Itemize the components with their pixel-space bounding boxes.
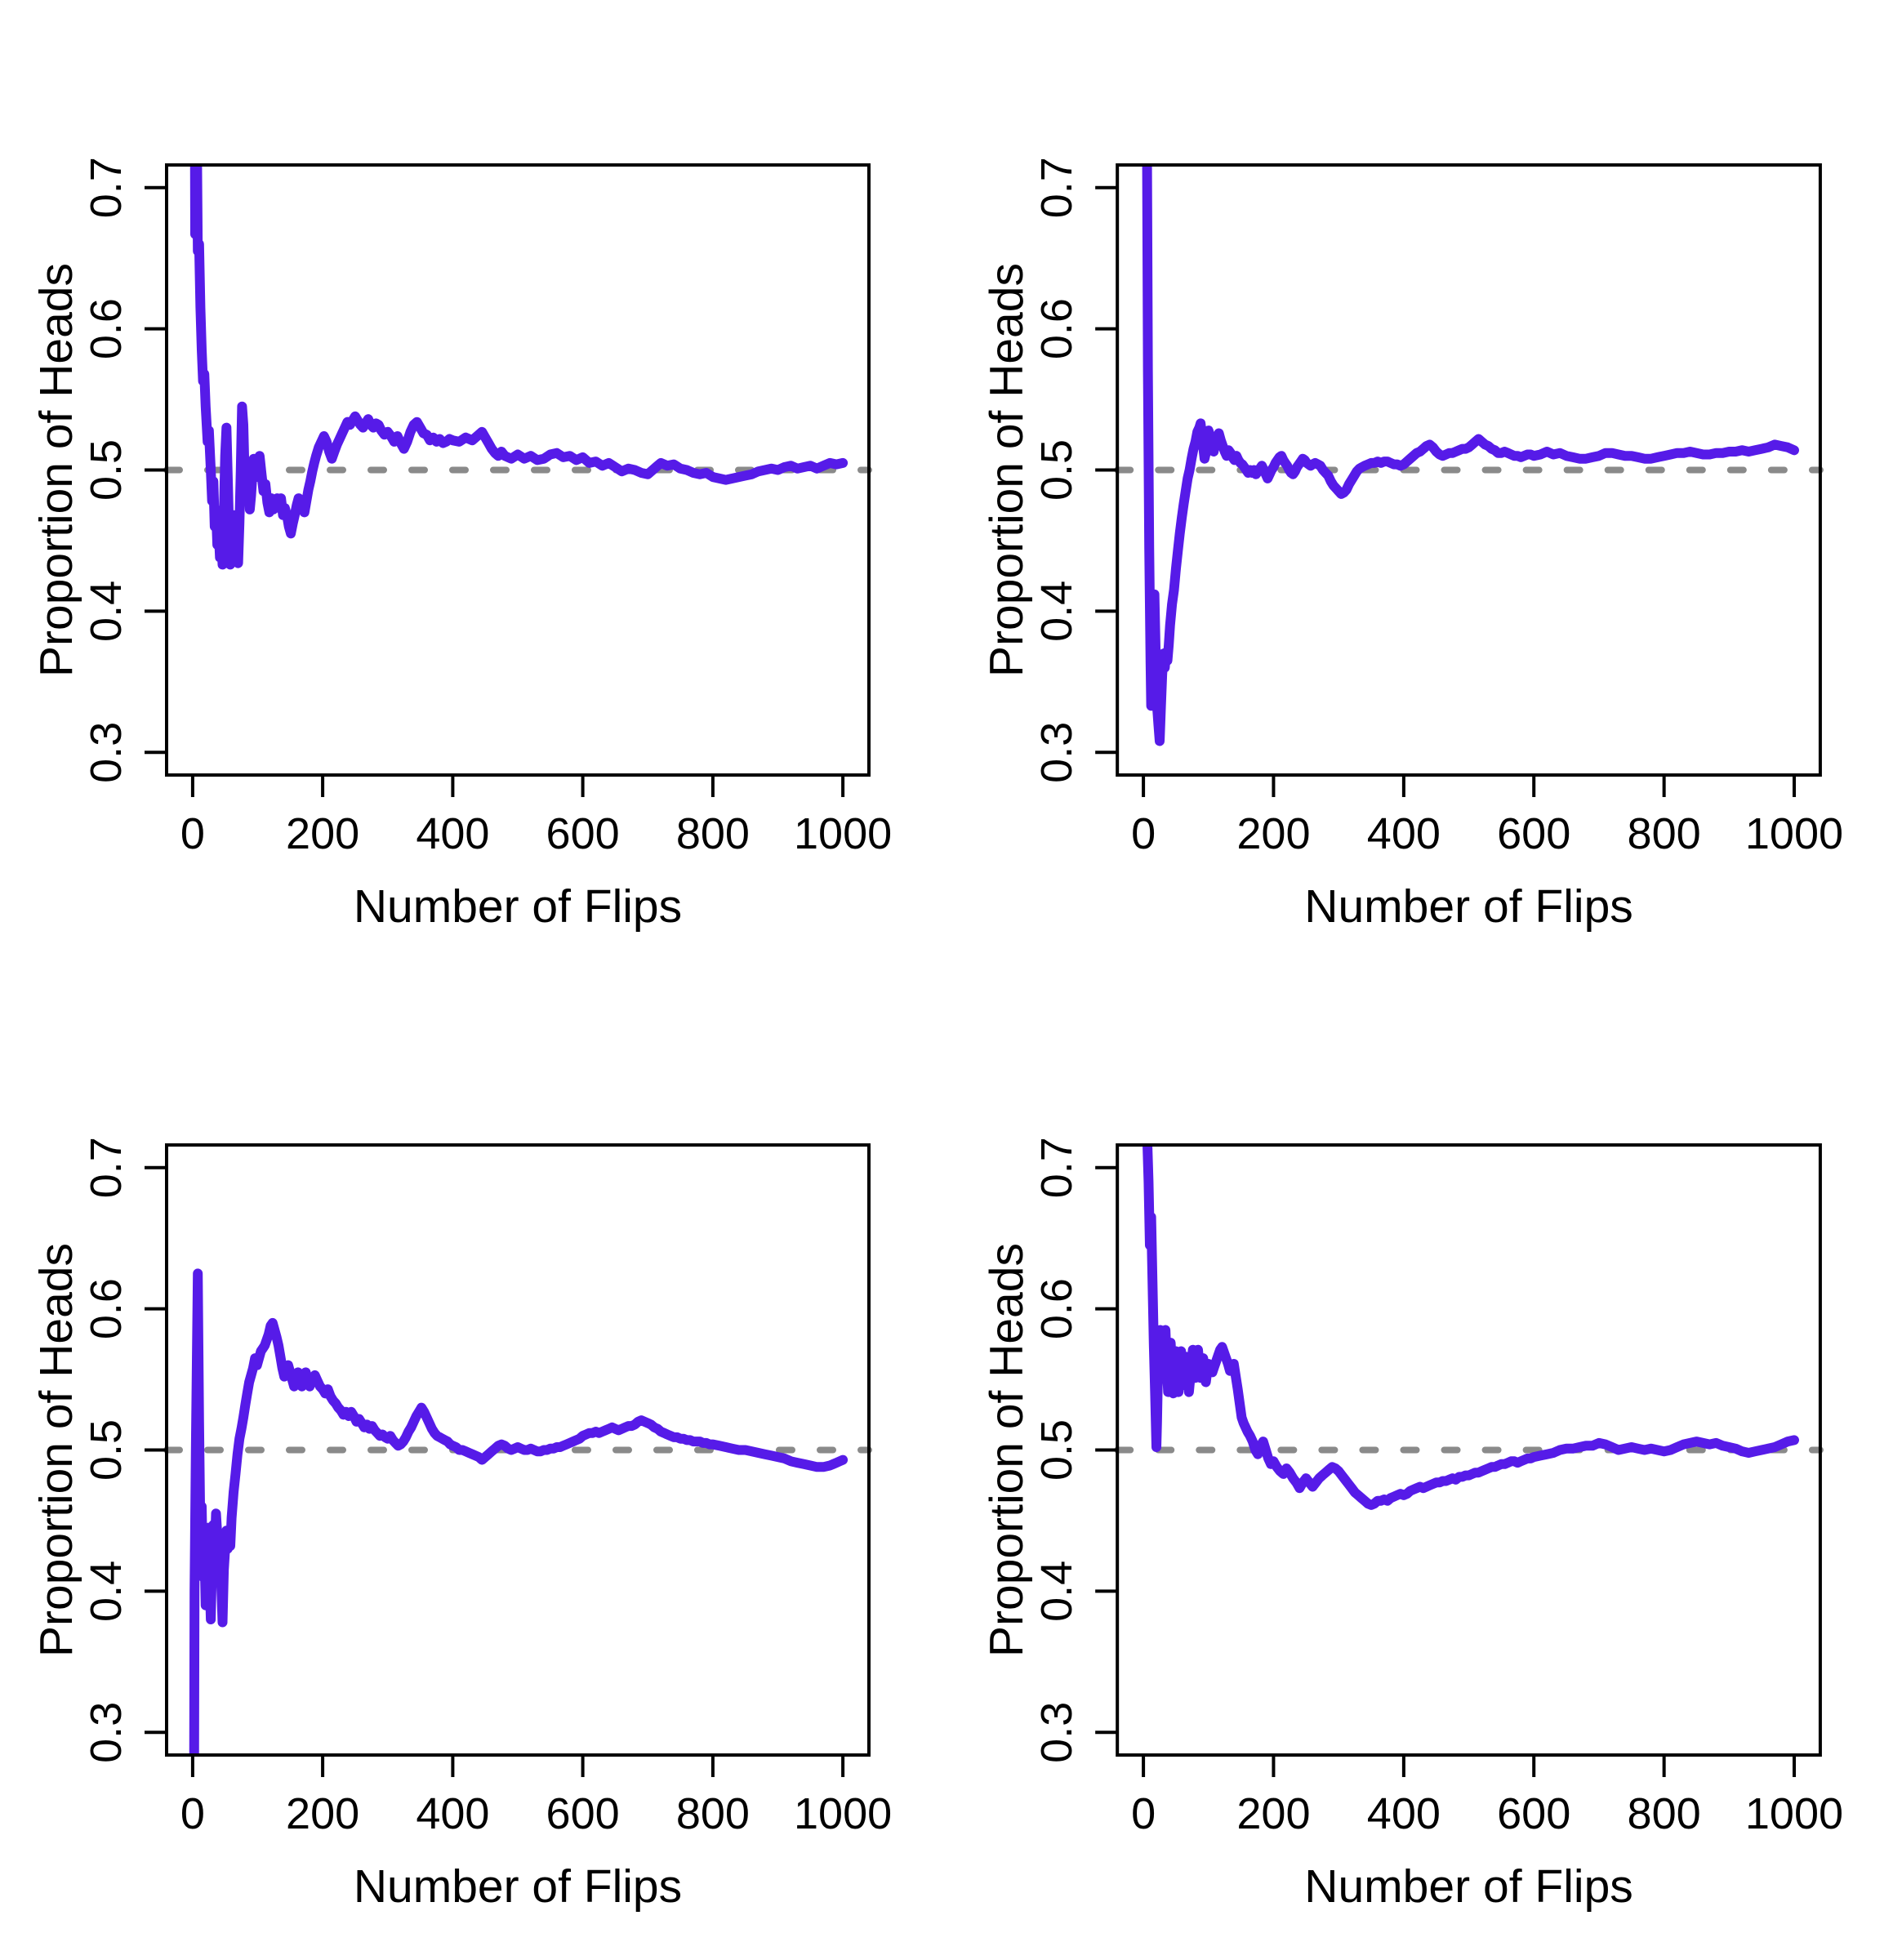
panel-bottom-right: 0 200 400 600 800 1000 0.3 0.4 0.5 0.6 0.7 Number o… <box>951 980 1902 1960</box>
y-tick-label: 0.5 <box>1032 1419 1081 1481</box>
proportion-of-heads-line <box>1142 165 1799 746</box>
chart-top-left: 0 200 400 600 800 1000 0.3 0.4 0.5 0.6 0.7 Number o… <box>30 157 892 933</box>
x-tick-label: 800 <box>676 1789 750 1838</box>
panel-top-left: 0 200 400 600 800 1000 0.3 0.4 0.5 0.6 0.7 Number o… <box>0 0 951 980</box>
x-tick-label: 800 <box>676 809 750 858</box>
y-tick-label: 0.3 <box>82 1702 131 1763</box>
y-tick-label: 0.3 <box>1032 722 1081 783</box>
plot-box <box>1116 1143 1822 1757</box>
x-tick-label: 600 <box>546 1789 620 1838</box>
x-tick-label: 0 <box>1131 1789 1156 1838</box>
y-tick-label: 0.5 <box>82 439 131 501</box>
chart-bottom-right: 0 200 400 600 800 1000 0.3 0.4 0.5 0.6 0.7 Number o… <box>981 1137 1843 1913</box>
x-tick-label: 600 <box>1497 1789 1570 1838</box>
x-axis-title: Number of Flips <box>1304 1860 1633 1913</box>
y-tick-label: 0.4 <box>1032 1561 1081 1622</box>
y-tick-label: 0.3 <box>82 722 131 783</box>
x-tick-label: 800 <box>1628 809 1701 858</box>
x-tick-label: 600 <box>546 809 620 858</box>
x-tick-label: 800 <box>1628 1789 1701 1838</box>
x-tick-label: 200 <box>1236 809 1310 858</box>
plot-box <box>1116 163 1822 777</box>
proportion-of-heads-line <box>1143 1145 1799 1510</box>
y-tick-label: 0.5 <box>1032 439 1081 501</box>
x-tick-label: 1000 <box>794 809 892 858</box>
x-axis-title: Number of Flips <box>354 880 682 933</box>
y-tick-label: 0.3 <box>1032 1702 1081 1763</box>
x-tick-label: 0 <box>180 1789 205 1838</box>
y-tick-label: 0.7 <box>82 1137 131 1198</box>
y-tick-label: 0.6 <box>82 298 131 359</box>
x-tick-label: 400 <box>416 1789 489 1838</box>
x-tick-label: 200 <box>286 1789 359 1838</box>
y-axis-title: Proportion of Heads <box>30 1243 82 1657</box>
y-tick-label: 0.6 <box>1032 1278 1081 1339</box>
y-tick-label: 0.7 <box>1032 1137 1081 1198</box>
x-tick-label: 200 <box>1236 1789 1310 1838</box>
y-axis-title: Proportion of Heads <box>30 263 82 677</box>
y-tick-label: 0.5 <box>82 1419 131 1481</box>
proportion-of-heads-line <box>189 1268 849 1755</box>
y-axis-title: Proportion of Heads <box>981 1243 1033 1657</box>
x-tick-label: 600 <box>1497 809 1570 858</box>
x-tick-label: 0 <box>1131 809 1156 858</box>
chart-bottom-left: 0 200 400 600 800 1000 0.3 0.4 0.5 0.6 0.7 Number o… <box>30 1137 892 1913</box>
x-axis-title: Number of Flips <box>354 1860 682 1913</box>
y-tick-label: 0.6 <box>1032 298 1081 359</box>
x-tick-label: 400 <box>1367 809 1441 858</box>
x-tick-label: 400 <box>416 809 489 858</box>
x-axis-title: Number of Flips <box>1304 880 1633 933</box>
panel-bottom-left: 0 200 400 600 800 1000 0.3 0.4 0.5 0.6 0.7 Number o… <box>0 980 951 1960</box>
x-tick-label: 1000 <box>794 1789 892 1838</box>
x-tick-label: 0 <box>180 809 205 858</box>
y-tick-label: 0.4 <box>1032 581 1081 642</box>
y-tick-label: 0.4 <box>82 1561 131 1622</box>
y-tick-label: 0.4 <box>82 581 131 642</box>
proportion-of-heads-line <box>189 165 849 570</box>
y-axis-title: Proportion of Heads <box>981 263 1033 677</box>
x-tick-label: 200 <box>286 809 359 858</box>
y-tick-label: 0.7 <box>82 157 131 218</box>
x-tick-label: 400 <box>1367 1789 1441 1838</box>
y-tick-label: 0.6 <box>82 1278 131 1339</box>
y-tick-label: 0.7 <box>1032 157 1081 218</box>
chart-top-right: 0 200 400 600 800 1000 0.3 0.4 0.5 0.6 0.7 Number o… <box>981 157 1843 933</box>
x-tick-label: 1000 <box>1745 809 1843 858</box>
x-tick-label: 1000 <box>1745 1789 1843 1838</box>
panel-top-right: 0 200 400 600 800 1000 0.3 0.4 0.5 0.6 0.7 Number o… <box>951 0 1902 980</box>
